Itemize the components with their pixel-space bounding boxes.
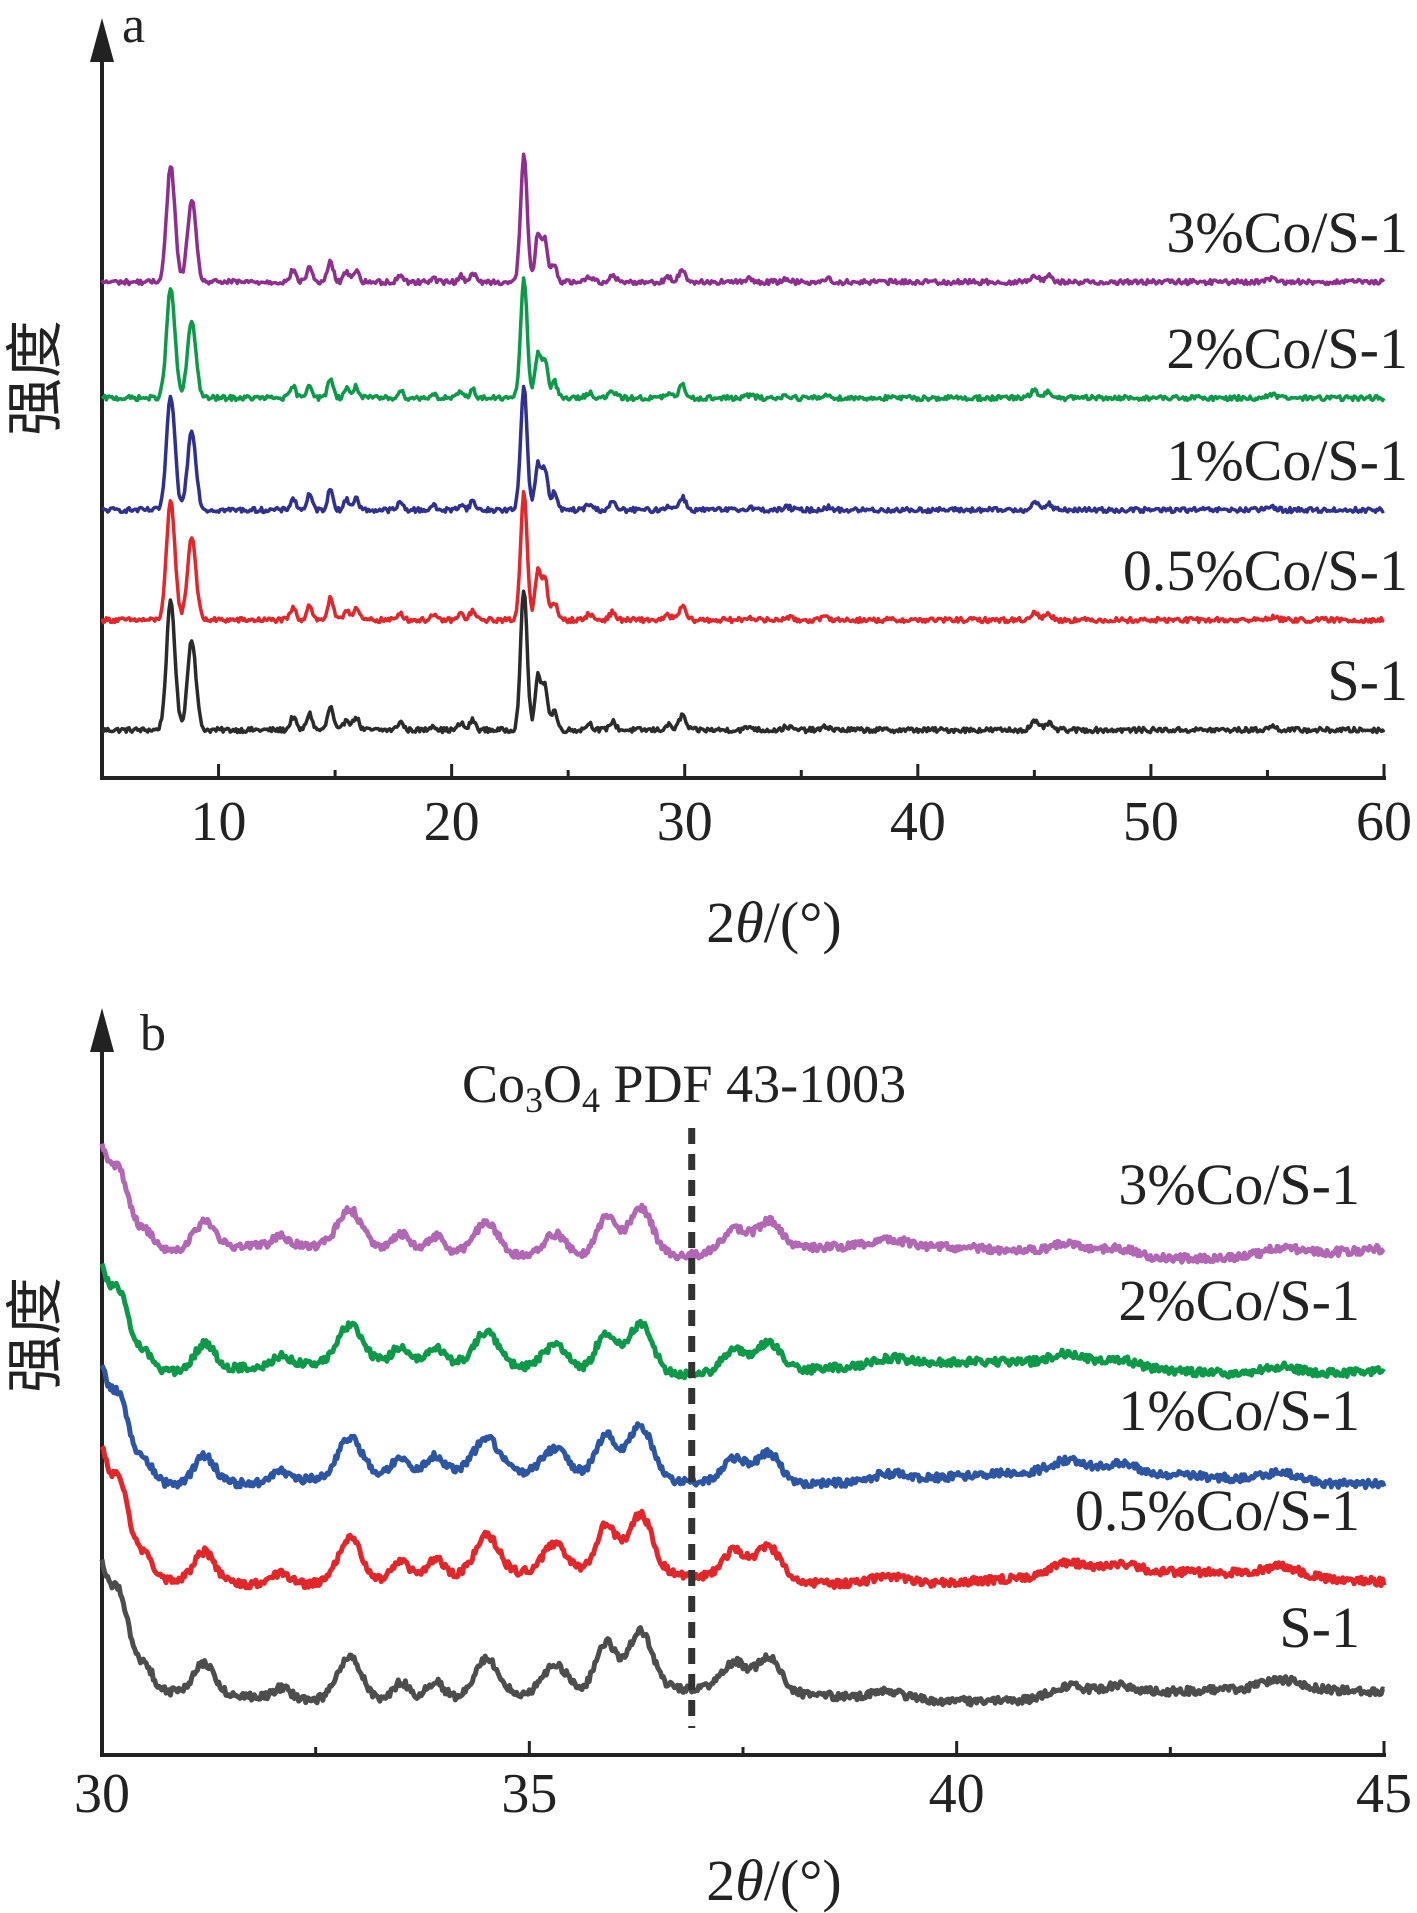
series-label: 3%Co/S-1 xyxy=(1118,1152,1360,1217)
series-label: 2%Co/S-1 xyxy=(1166,316,1408,381)
x-tick-label: 35 xyxy=(501,1763,557,1825)
series-label: 0.5%Co/S-1 xyxy=(1075,1478,1360,1543)
series-line xyxy=(100,152,1386,287)
series-label: S-1 xyxy=(1327,648,1408,713)
panel-b-series-labels: S-1 0.5%Co/S-1 1%Co/S-1 2%Co/S-1 3%Co/S-1 xyxy=(1075,1152,1360,1660)
panel-a-series xyxy=(100,152,1386,735)
series-label: 2%Co/S-1 xyxy=(1118,1268,1360,1333)
series-line xyxy=(100,489,1385,625)
x-tick-label: 30 xyxy=(657,791,713,853)
series-label: 1%Co/S-1 xyxy=(1118,1378,1360,1443)
x-tick-label: 60 xyxy=(1356,791,1412,853)
panel-a-axes: 10 20 30 40 50 60 xyxy=(90,18,1412,853)
panel-a-label: a xyxy=(122,0,145,54)
series-label: 3%Co/S-1 xyxy=(1166,200,1408,265)
series-line xyxy=(101,384,1385,515)
panel-b-ylabel: 强度 xyxy=(3,1277,68,1393)
series-line xyxy=(99,1143,1386,1265)
series-line xyxy=(99,1559,1386,1708)
series-line xyxy=(99,1445,1387,1591)
x-tick-label: 20 xyxy=(424,791,480,853)
x-tick-label: 45 xyxy=(1356,1763,1412,1825)
series-line xyxy=(99,1262,1386,1381)
series-line xyxy=(100,276,1386,403)
panel-b-label: b xyxy=(140,1005,166,1062)
y-axis-arrow-icon xyxy=(90,18,114,62)
series-label: S-1 xyxy=(1279,1595,1360,1660)
x-tick-label: 40 xyxy=(890,791,946,853)
series-line xyxy=(99,1364,1387,1491)
panel-a-series-labels: S-1 0.5%Co/S-1 1%Co/S-1 2%Co/S-1 3%Co/S-1 xyxy=(1123,200,1408,713)
panel-b-series xyxy=(99,1128,1387,1728)
x-tick-label: 50 xyxy=(1123,791,1179,853)
x-tick-label: 10 xyxy=(191,791,247,853)
panel-a-ylabel: 强度 xyxy=(3,320,68,436)
panel-b-axes: 30 35 40 45 xyxy=(74,1008,1412,1825)
panel-a-xlabel: 2θ/(°) xyxy=(706,890,841,955)
series-label: 1%Co/S-1 xyxy=(1166,428,1408,493)
panel-b: b 30 35 40 45 S-1 0.5%Co/S-1 1%Co/S-1 2%Co/S-1… xyxy=(3,1005,1412,1913)
panel-a: a 10 20 30 40 50 60 S-1 0.5%Co/S-1 1%Co/S-1 2%Co… xyxy=(3,0,1412,955)
x-tick-label: 40 xyxy=(929,1763,985,1825)
y-axis-arrow-icon xyxy=(90,1008,114,1052)
series-line xyxy=(100,589,1386,735)
series-label: 0.5%Co/S-1 xyxy=(1123,538,1408,603)
panel-b-xlabel: 2θ/(°) xyxy=(706,1848,841,1913)
x-tick-label: 30 xyxy=(74,1763,130,1825)
co3o4-annotation-label: Co3O4 PDF 43-1003 xyxy=(462,1054,906,1120)
